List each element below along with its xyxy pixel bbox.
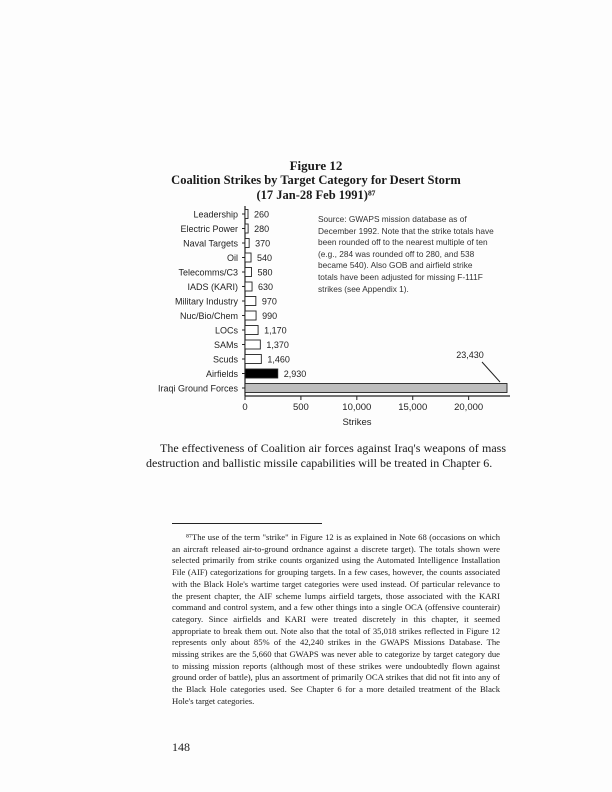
category-label: Telecomms/C3: [178, 268, 238, 278]
value-label: 1,370: [266, 340, 289, 350]
bar-airfields: [244, 368, 279, 379]
annotation-arrow: [481, 361, 501, 383]
category-label: Iraqi Ground Forces: [158, 384, 239, 394]
category-label: Leadership: [193, 210, 238, 220]
bar-telecomms-c3: [244, 267, 252, 277]
bar-sams: [244, 339, 261, 350]
category-label: Military Industry: [175, 297, 239, 307]
bar-naval-targets: [244, 238, 250, 248]
category-label: Airfields: [206, 369, 239, 379]
category-label: Oil: [227, 253, 238, 263]
x-tick-label: 0: [242, 402, 247, 413]
category-label: Scuds: [213, 355, 239, 365]
value-label: 370: [255, 239, 270, 249]
category-label: Nuc/Bio/Chem: [180, 311, 238, 321]
bar-oil: [244, 252, 252, 263]
category-label: Electric Power: [180, 224, 238, 234]
bar-military-industry: [244, 296, 257, 306]
bar-electric-power: [244, 223, 249, 234]
value-label: 630: [258, 282, 273, 292]
x-tick-label: 10,000: [342, 402, 371, 413]
bar-nuc-bio-chem: [244, 310, 257, 321]
value-label: 1,460: [267, 355, 290, 365]
category-label: Naval Targets: [183, 239, 238, 249]
value-label: 580: [257, 268, 272, 278]
body-paragraph: The effectiveness of Coalition air force…: [146, 441, 506, 470]
x-tick-label: 500: [293, 402, 309, 413]
value-label: 970: [262, 297, 277, 307]
bar-chart: Leadership 260 Electric Power 280 Naval Targ…: [158, 206, 510, 428]
value-label: 990: [262, 311, 277, 321]
category-label: SAMs: [214, 340, 239, 350]
x-axis-label: Strikes: [342, 417, 371, 428]
bar-iraqi-ground-forces: [244, 383, 508, 393]
value-label: 540: [257, 253, 272, 263]
value-label: 2,930: [284, 369, 307, 379]
figure-title-block: Figure 12 Coalition Strikes by Target Ca…: [0, 158, 612, 203]
bar-locs: [244, 325, 259, 335]
category-label: IADS (KARI): [187, 282, 238, 292]
chart-source-note: Source: GWAPS mission database as of Dec…: [318, 214, 494, 294]
value-label: 23,430: [456, 350, 484, 360]
bar-iads-kari-: [244, 281, 253, 292]
page-number: 148: [172, 740, 190, 754]
category-label: LOCs: [215, 326, 239, 336]
x-tick-label: 15,000: [398, 402, 427, 413]
figure-title: Coalition Strikes by Target Category for…: [171, 173, 461, 187]
bar-scuds: [244, 354, 262, 364]
figure-subtitle: (17 Jan-28 Feb 1991)⁸⁷: [256, 188, 376, 202]
x-tick-label: 20,000: [454, 402, 483, 413]
footnote-rule: [172, 523, 322, 524]
bar-leadership: [244, 209, 249, 219]
footnote: ⁸⁷The use of the term "strike" in Figure…: [172, 532, 500, 706]
value-label: 1,170: [264, 326, 287, 336]
figure-number: Figure 12: [289, 158, 343, 173]
value-label: 280: [254, 224, 269, 234]
value-label: 260: [254, 210, 269, 220]
